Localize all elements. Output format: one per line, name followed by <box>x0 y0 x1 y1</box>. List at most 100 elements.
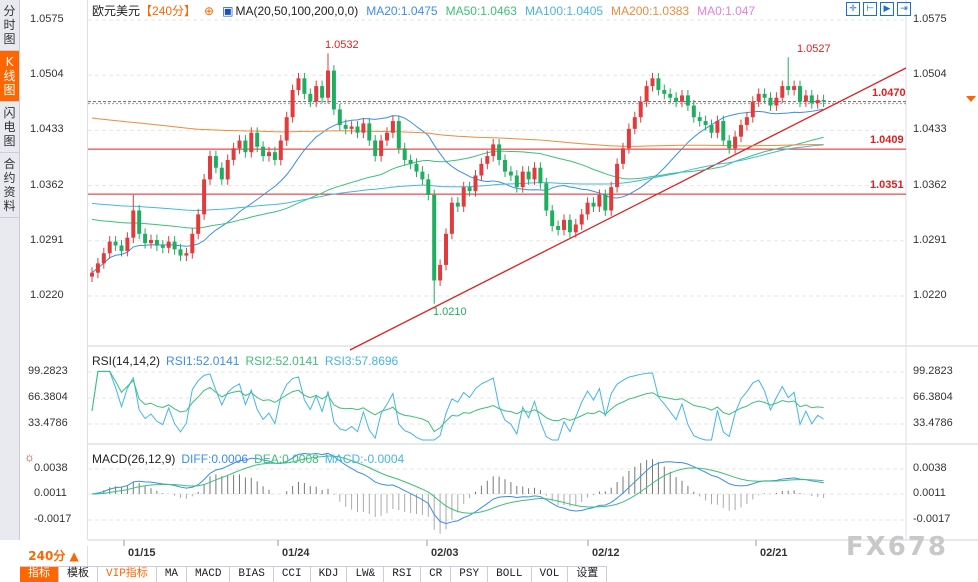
candle-body <box>95 263 100 273</box>
sidebar-item-contract[interactable]: 合约资料 <box>0 153 19 218</box>
candle-body <box>750 101 755 118</box>
tab-3[interactable]: MA <box>157 567 188 582</box>
candle-body <box>119 245 124 251</box>
candle-body <box>556 226 561 230</box>
tab-8[interactable]: LW& <box>347 567 385 582</box>
sidebar: 分时图 K线图 闪电图 合约资料 <box>0 0 20 540</box>
candle-body <box>638 101 643 118</box>
sidebar-item-timeshare[interactable]: 分时图 <box>0 0 19 51</box>
ma-chart-icon[interactable]: ▣ <box>222 4 234 18</box>
macd-header: MACD(26,12,9) DIFF:0.0006 DEA:0.0008 MACD:-… <box>92 452 410 466</box>
tab-13[interactable]: VOL <box>532 567 569 582</box>
candle-body <box>113 241 118 246</box>
candle-body <box>373 140 378 157</box>
candle-body <box>662 89 667 94</box>
date-label: 02/21 <box>760 547 788 559</box>
candle-body <box>190 233 195 254</box>
candle-body <box>786 86 791 90</box>
sidebar-item-flash[interactable]: 闪电图 <box>0 102 19 153</box>
date-label: 02/12 <box>592 547 620 559</box>
price-tick-right: 1.0291 <box>913 233 947 246</box>
chart-canvas[interactable] <box>0 0 978 546</box>
ma0-value: MA0:1.047 <box>697 4 756 18</box>
candle-body <box>756 93 761 102</box>
candle-body <box>90 272 94 277</box>
candle-body <box>166 241 171 248</box>
candle-body <box>591 202 596 207</box>
level-label: 1.0409 <box>870 134 904 147</box>
candle-body <box>267 152 271 157</box>
tab-2[interactable]: VIP指标 <box>98 567 157 582</box>
tab-10[interactable]: CR <box>421 567 452 582</box>
macd-tick-right: -0.0017 <box>913 513 951 525</box>
range-icon[interactable]: ⊢ <box>863 2 877 16</box>
candle-body <box>621 148 625 164</box>
candle-body <box>426 179 431 195</box>
candle-body <box>143 233 148 244</box>
tab-5[interactable]: BIAS <box>230 567 274 582</box>
candle-body <box>172 241 177 250</box>
dea-value: DEA:0.0008 <box>254 452 319 466</box>
rsi-label: RSI(14,14,2) <box>92 354 161 368</box>
price-tick-right: 1.0433 <box>913 123 947 136</box>
rsi2-line <box>91 370 824 433</box>
rsi1-value: RSI1:52.0141 <box>166 354 240 368</box>
tab-11[interactable]: PSY <box>451 567 489 582</box>
ma100-value: MA100:1.0405 <box>524 4 604 18</box>
macd-tick-left: -0.0017 <box>34 513 72 525</box>
candle-body <box>261 146 266 157</box>
candle-body <box>579 214 584 225</box>
tab-1[interactable]: 模板 <box>59 567 98 582</box>
tab-9[interactable]: RSI <box>384 567 422 582</box>
candle-body <box>798 86 802 102</box>
settings-sun-icon[interactable]: ☼ <box>24 450 35 464</box>
tab-7[interactable]: KDJ <box>311 567 348 582</box>
tab-14[interactable]: 设置 <box>568 567 608 582</box>
price-tick-left: 1.0291 <box>30 233 64 246</box>
candle-body <box>320 86 325 98</box>
candle-body <box>626 128 631 149</box>
candle-body <box>420 171 425 180</box>
candle-body <box>544 183 549 211</box>
candle-body <box>703 121 708 125</box>
candle-body <box>744 117 749 125</box>
candle-body <box>137 210 142 234</box>
macd-tick-right: 0.0038 <box>913 462 947 474</box>
candle-body <box>396 121 401 149</box>
candle-body <box>160 245 165 248</box>
candle-body <box>225 159 230 180</box>
candle-body <box>449 202 454 234</box>
crosshair-icon[interactable]: ✛ <box>846 2 860 16</box>
ma200-line <box>91 117 824 147</box>
candle-body <box>597 194 602 207</box>
timeframe-selector[interactable]: 240分 ▲ <box>20 546 88 566</box>
candle-body <box>432 194 437 281</box>
play-icon[interactable]: ▶ <box>880 2 894 16</box>
candle-body <box>691 105 696 118</box>
candle-body <box>243 140 248 153</box>
crosshair-toggle-icon[interactable]: ⊕ <box>204 4 215 18</box>
tab-4[interactable]: MACD <box>187 567 231 582</box>
high-label: 1.0532 <box>325 39 359 52</box>
candle-body <box>343 124 348 129</box>
candle-body <box>444 233 448 265</box>
price-tick-left: 1.0575 <box>30 13 64 25</box>
tab-6[interactable]: CCI <box>274 567 311 582</box>
rsi-tick-left: 66.3804 <box>28 391 68 403</box>
candle-body <box>562 219 566 230</box>
candle-body <box>101 253 106 264</box>
exit-icon[interactable]: ⇥ <box>897 2 911 16</box>
sidebar-item-kline[interactable]: K线图 <box>0 51 19 102</box>
candle-body <box>414 163 419 172</box>
candle-body <box>461 187 466 207</box>
candle-body <box>284 117 289 141</box>
macd-tick-left: 0.0011 <box>34 487 67 499</box>
rsi-tick-right: 66.3804 <box>913 391 953 403</box>
tab-0[interactable]: 指标 <box>20 567 59 582</box>
candle-body <box>379 140 384 157</box>
tab-12[interactable]: BOLL <box>488 567 532 582</box>
price-tick-right: 1.0220 <box>913 289 947 301</box>
candle-body <box>202 179 207 215</box>
candle-body <box>585 202 590 215</box>
period-label[interactable]: 【240分】 <box>140 4 197 18</box>
